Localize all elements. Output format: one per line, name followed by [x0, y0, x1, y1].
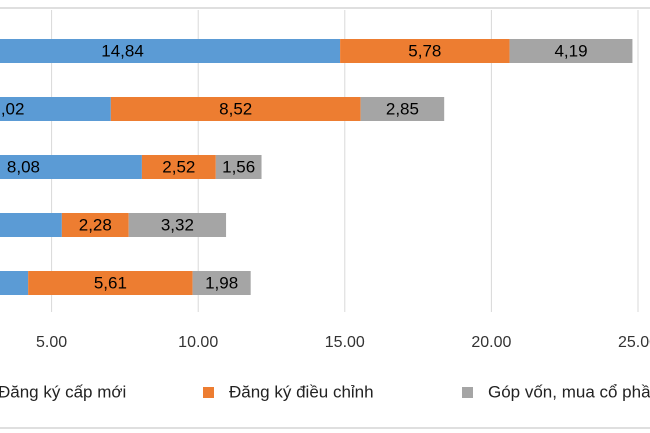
data-label: 2,85 [386, 99, 419, 118]
bar-segment [0, 155, 142, 179]
data-label: 7,02 [0, 99, 24, 118]
legend-label: Đăng ký cấp mới [0, 382, 126, 401]
x-tick-label: 15.00 [325, 334, 365, 351]
bar-segment [141, 155, 216, 179]
data-label: 5,61 [94, 273, 127, 292]
data-label: 8,52 [219, 99, 252, 118]
x-tick-label: 5.00 [36, 334, 67, 351]
data-label: 8,08 [7, 157, 40, 176]
data-label: 3,32 [161, 215, 194, 234]
x-tick-label: 10.00 [178, 334, 218, 351]
data-label: 2,52 [162, 157, 195, 176]
bar-segment [0, 213, 62, 237]
x-tick-label: 25.00 [618, 334, 650, 351]
data-label: 1,98 [205, 273, 238, 292]
bar-segment [28, 271, 193, 295]
bar-segment [0, 97, 111, 121]
legend-label: Đăng ký điều chỉnh [229, 382, 374, 401]
data-label: 2,28 [79, 215, 112, 234]
x-tick-label: 20.00 [471, 334, 511, 351]
bar-segment [509, 39, 633, 63]
bar-segment [360, 97, 445, 121]
bar-segment [340, 39, 510, 63]
bar-segment [0, 39, 341, 63]
legend-label: Góp vốn, mua cổ phần [488, 382, 650, 401]
data-label: 14,84 [101, 41, 144, 60]
bar-segment [192, 271, 251, 295]
bar-segment [110, 97, 361, 121]
data-label: 4,19 [554, 41, 587, 60]
data-label: 5,78 [408, 41, 441, 60]
legend-marker [203, 387, 214, 398]
bar-segment [215, 155, 262, 179]
bar-segment [128, 213, 227, 237]
data-label: 1,56 [222, 157, 255, 176]
legend-marker [462, 387, 473, 398]
bar-segment [61, 213, 129, 237]
bar-segment [0, 271, 29, 295]
